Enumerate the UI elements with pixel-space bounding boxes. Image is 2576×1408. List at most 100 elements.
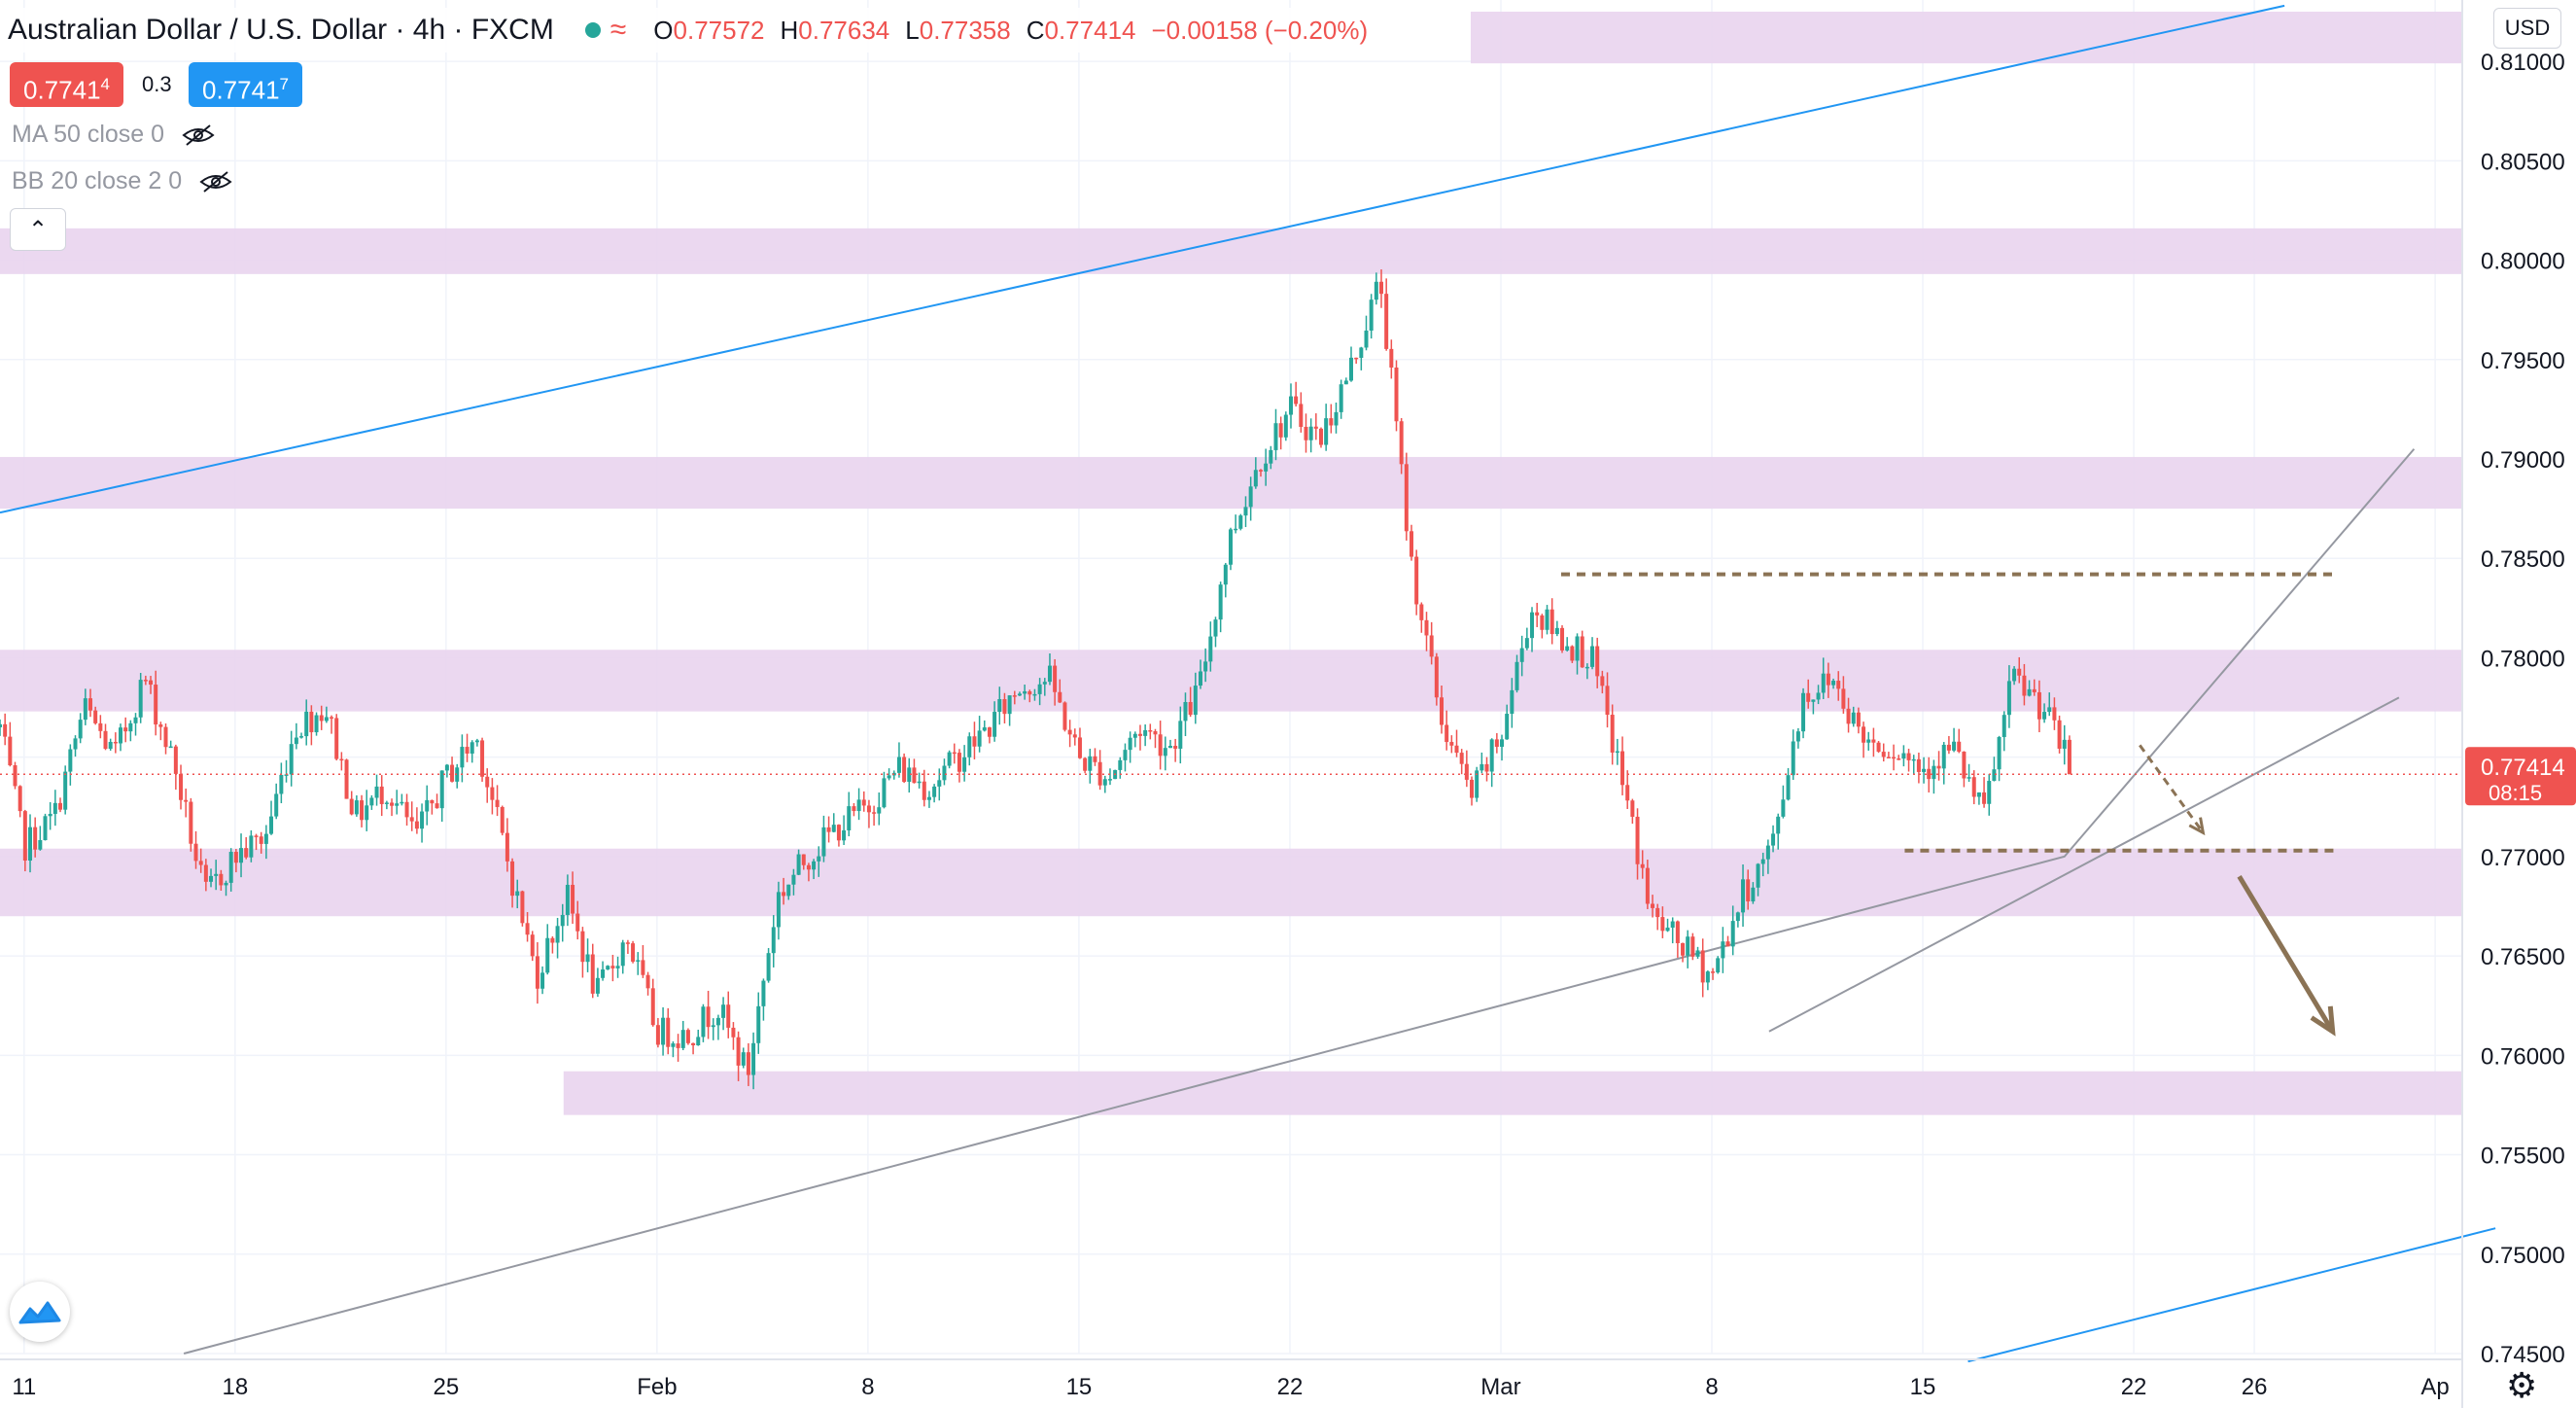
candle-down [631,943,636,962]
candle-down [1278,423,1283,438]
candle-down [500,806,505,833]
candle-up [1479,763,1484,771]
x-tick-label: 11 [12,1374,36,1400]
candle-up [1811,699,1816,702]
candle-down [836,825,841,841]
candle-down [113,741,118,744]
candle-down [1058,691,1062,703]
candle-up [425,799,430,812]
candle-up [2027,688,2032,696]
candle-up [78,720,83,739]
candle-down [1470,779,1475,798]
indicator-bb-label: BB 20 close 2 0 [12,167,183,194]
channel-line[interactable] [1967,1227,2496,1363]
candle-up [228,852,233,883]
candle-down [1936,765,1941,769]
candle-down [1836,681,1841,689]
indicator-bb[interactable]: BB 20 close 2 0 [12,167,232,195]
candle-down [193,843,198,862]
candle-up [52,802,57,815]
candle-down [801,854,806,865]
candle-up [1922,768,1927,772]
candle-up [239,848,244,863]
candle-down [685,1030,690,1043]
candle-down [650,988,655,1026]
indicator-ma[interactable]: MA 50 close 0 [12,121,215,149]
candle-down [590,954,595,994]
ohlc-high: H0.77634 [780,15,890,45]
candle-up [1590,646,1595,667]
projection-arrow[interactable] [2237,875,2335,1034]
candle-up [776,892,781,928]
candle-down [3,723,8,737]
candle-down [872,812,877,814]
candle-up [796,854,801,875]
candle-down [731,1027,736,1038]
arrowhead [2188,817,2206,836]
symbol-title[interactable]: Australian Dollar / U.S. Dollar · 4h · F… [8,14,554,46]
candle-up [1500,739,1505,747]
candle-up [947,752,952,766]
settings-gear-icon[interactable]: ⚙ [2506,1365,2538,1405]
candle-up [1967,777,1971,779]
eye-off-icon[interactable] [199,170,232,194]
candle-down [1535,612,1540,616]
candle-up [1193,686,1198,716]
candle-up [1756,863,1760,888]
candle-down [259,836,263,844]
candle-up [1765,845,1770,860]
candle-up [545,937,550,973]
x-tick-label: Ap [2420,1374,2449,1400]
candle-down [1012,695,1017,697]
candle-down [1404,464,1409,532]
candle-up [1288,396,1293,415]
buy-button[interactable]: 0.77417 [189,62,302,107]
candle-down [103,730,108,750]
candle-up [455,767,460,782]
collapse-legend-button[interactable]: ⌃ [10,208,66,251]
candle-up [1334,411,1339,426]
candle-up [0,723,2,727]
compare-icon[interactable]: ≈ [609,14,627,46]
candle-up [1514,661,1519,690]
candle-up [1760,859,1765,864]
x-tick-label: 22 [2121,1374,2147,1400]
candle-down [645,974,650,989]
candle-up [1901,753,1906,759]
candle-down [1886,757,1891,758]
trend-line[interactable] [1768,696,2400,1033]
projection-arrow-dashed[interactable] [2139,744,2205,834]
candle-down [676,1043,680,1048]
candle-up [1339,384,1343,412]
chevron-up-icon: ⌃ [27,216,49,243]
sell-button[interactable]: 0.77414 [10,62,123,107]
candle-up [1695,950,1700,957]
candle-down [1153,731,1158,735]
candle-up [877,807,882,814]
trend-line[interactable] [183,448,2416,1355]
candle-down [1846,708,1851,724]
candle-up [1163,748,1167,757]
candle-down [13,765,17,787]
indicator-ma-label: MA 50 close 0 [12,121,165,148]
candle-down [334,718,339,759]
bar-countdown-label: 08:15 [2489,781,2542,805]
candle-up [384,802,389,804]
candle-up [1128,737,1132,751]
candlestick-series [0,269,2071,1090]
y-tick-label: 0.79500 [2481,348,2565,374]
tradingview-logo-icon[interactable] [10,1282,70,1342]
candle-up [2012,668,2017,682]
candle-up [324,717,329,722]
channel-line[interactable] [0,4,2285,514]
y-tick-label: 0.74500 [2481,1342,2565,1368]
candle-down [330,717,334,719]
candle-up [606,966,610,970]
x-tick-label: 18 [222,1374,248,1400]
drawn-trend-lines[interactable] [0,4,2496,1363]
eye-off-icon[interactable] [182,123,215,147]
drawn-annotations[interactable] [0,572,2462,1037]
currency-button[interactable]: USD [2493,8,2561,49]
candle-down [1148,730,1153,732]
